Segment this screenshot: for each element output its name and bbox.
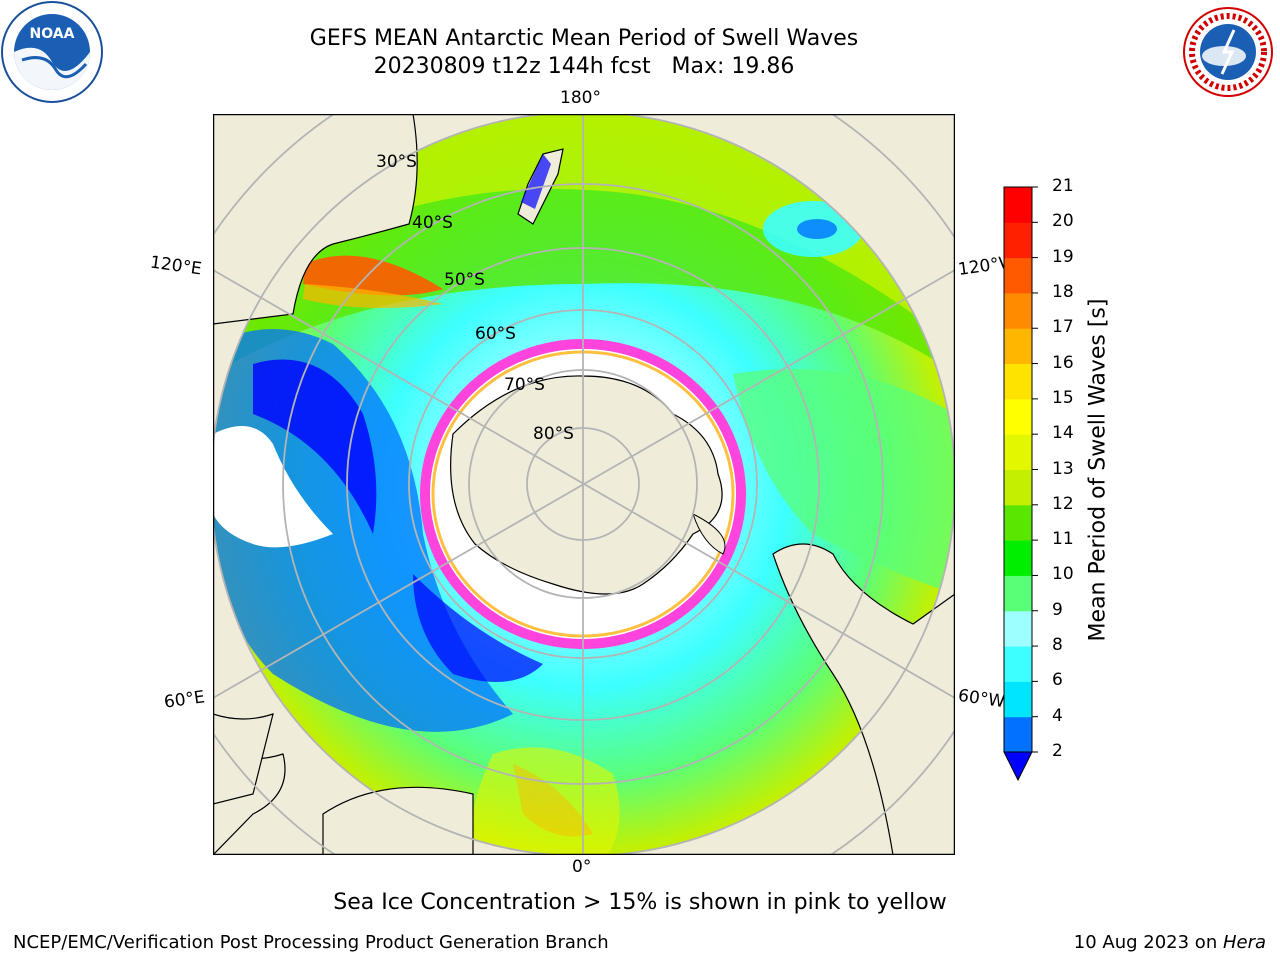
lat-label-40s: 40°S bbox=[412, 213, 453, 233]
colorbar-label: Mean Period of Swell Waves [s] bbox=[1085, 298, 1111, 642]
colorbar-tick-label: 4 bbox=[1052, 705, 1063, 726]
colorbar-tick-label: 11 bbox=[1052, 529, 1074, 550]
south-america-land bbox=[772, 543, 955, 855]
colorbar-segment bbox=[1004, 504, 1032, 541]
lat-label-30s: 30°S bbox=[376, 152, 417, 172]
colorbar-segment bbox=[1004, 575, 1032, 612]
lat-label-50s: 50°S bbox=[444, 270, 485, 290]
colorbar-tick-label: 12 bbox=[1052, 493, 1074, 514]
colorbar bbox=[1003, 186, 1038, 782]
colorbar-tick-label: 9 bbox=[1052, 599, 1063, 620]
colorbar-tick-label: 15 bbox=[1052, 387, 1074, 408]
lon-label-60w: 60°W bbox=[956, 685, 1007, 713]
lon-label-60e: 60°E bbox=[162, 687, 207, 713]
colorbar-segment bbox=[1004, 681, 1032, 718]
graticule bbox=[213, 114, 955, 855]
africa-land bbox=[322, 786, 474, 855]
colorbar-segment bbox=[1004, 610, 1032, 647]
lon-label-0: 0° bbox=[572, 857, 592, 877]
credit-text: NCEP/EMC/Verification Post Processing Pr… bbox=[13, 932, 609, 953]
colorbar-tick-label: 10 bbox=[1052, 564, 1074, 585]
polar-map bbox=[213, 114, 955, 855]
colorbar-tick-label: 18 bbox=[1052, 281, 1074, 302]
colorbar-tick-label: 14 bbox=[1052, 423, 1074, 444]
lon-label-180: 180° bbox=[560, 88, 601, 108]
lon-label-120e: 120°E bbox=[148, 252, 203, 280]
noaa-logo-text: NOAA bbox=[30, 26, 75, 42]
colorbar-segment bbox=[1004, 292, 1032, 329]
date-text: 10 Aug 2023 on bbox=[1073, 932, 1223, 953]
colorbar-tick-label: 2 bbox=[1052, 741, 1063, 761]
colorbar-tick-label: 8 bbox=[1052, 635, 1063, 656]
colorbar-segment bbox=[1004, 469, 1032, 506]
colorbar-segment bbox=[1004, 328, 1032, 365]
colorbar-segment bbox=[1004, 363, 1032, 400]
lat-label-70s: 70°S bbox=[504, 375, 545, 395]
colorbar-segment bbox=[1004, 716, 1032, 753]
colorbar-tick-label: 21 bbox=[1052, 176, 1074, 196]
australia-land bbox=[213, 114, 418, 325]
colorbar-segment bbox=[1004, 187, 1032, 223]
noaa-logo: NOAA bbox=[1, 1, 103, 103]
nws-logo bbox=[1183, 7, 1273, 97]
lat-label-80s: 80°S bbox=[533, 424, 574, 444]
colorbar-tick-label: 13 bbox=[1052, 458, 1074, 479]
colorbar-under-triangle bbox=[1003, 751, 1033, 782]
map-frame bbox=[213, 114, 955, 855]
colorbar-tick-label: 19 bbox=[1052, 246, 1074, 267]
colorbar-tick-label: 6 bbox=[1052, 670, 1063, 691]
sea-ice-note: Sea Ice Concentration > 15% is shown in … bbox=[333, 890, 947, 915]
date-stamp: 10 Aug 2023 on Hera bbox=[1074, 932, 1266, 953]
chart-title-line1: GEFS MEAN Antarctic Mean Period of Swell… bbox=[309, 26, 859, 51]
colorbar-segment bbox=[1004, 398, 1032, 435]
machine-name: Hera bbox=[1222, 932, 1266, 953]
colorbar-segment bbox=[1004, 222, 1032, 259]
colorbar-segment bbox=[1004, 257, 1032, 294]
colorbar-tick-label: 17 bbox=[1052, 317, 1074, 338]
no-data-area bbox=[213, 426, 333, 548]
chart-title-line2: 20230809 t12z 144h fcst Max: 19.86 bbox=[373, 54, 795, 79]
colorbar-segment bbox=[1004, 646, 1032, 682]
colorbar-segment bbox=[1004, 540, 1032, 576]
colorbar-segment bbox=[1004, 434, 1032, 470]
colorbar-tick-label: 16 bbox=[1052, 352, 1074, 373]
colorbar-tick-label: 20 bbox=[1052, 211, 1074, 232]
lat-label-60s: 60°S bbox=[475, 324, 516, 344]
